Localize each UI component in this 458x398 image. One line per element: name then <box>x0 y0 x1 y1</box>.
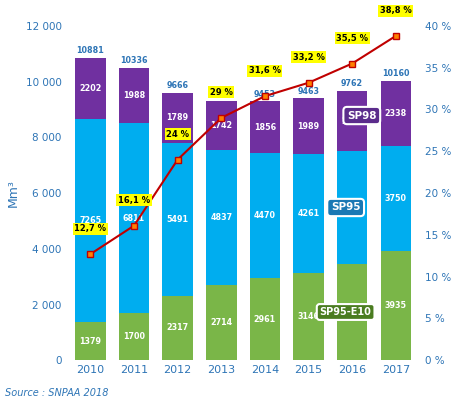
Text: 1789: 1789 <box>167 113 189 122</box>
Text: SP95-E10: SP95-E10 <box>320 307 371 317</box>
Text: 1988: 1988 <box>123 91 145 100</box>
Bar <box>337 264 367 360</box>
Text: 3465: 3465 <box>341 308 363 316</box>
Bar <box>381 251 411 360</box>
Text: 16,1 %: 16,1 % <box>118 196 150 205</box>
Y-axis label: Mm³: Mm³ <box>7 179 20 207</box>
Bar <box>119 313 149 360</box>
Bar <box>206 150 236 285</box>
Text: 4036: 4036 <box>341 203 363 212</box>
Bar <box>119 68 149 123</box>
Text: 7265: 7265 <box>79 216 101 225</box>
Bar <box>381 146 411 251</box>
Text: 10160: 10160 <box>382 69 409 78</box>
Text: 4470: 4470 <box>254 211 276 220</box>
Bar <box>163 93 193 143</box>
Text: 9762: 9762 <box>341 79 363 88</box>
Text: 33,2 %: 33,2 % <box>293 53 324 62</box>
Bar <box>293 98 324 154</box>
Text: 9666: 9666 <box>167 81 189 90</box>
Text: 2165: 2165 <box>341 117 363 126</box>
Text: 3146: 3146 <box>298 312 320 321</box>
Text: 2714: 2714 <box>210 318 232 327</box>
Text: 2961: 2961 <box>254 314 276 324</box>
Text: 24 %: 24 % <box>166 130 189 139</box>
Text: 3935: 3935 <box>385 301 407 310</box>
Bar <box>250 153 280 278</box>
Text: SP98: SP98 <box>347 111 376 121</box>
Text: 1379: 1379 <box>79 337 101 345</box>
Bar <box>206 101 236 150</box>
Text: 1856: 1856 <box>254 123 276 132</box>
Text: 29 %: 29 % <box>210 88 233 97</box>
Text: 5491: 5491 <box>167 215 189 224</box>
Text: 31,6 %: 31,6 % <box>249 66 281 75</box>
Text: Source : SNPAA 2018: Source : SNPAA 2018 <box>5 388 108 398</box>
Bar <box>119 123 149 313</box>
Bar <box>337 151 367 264</box>
Text: SP95: SP95 <box>331 203 360 213</box>
Text: 9453: 9453 <box>254 90 276 99</box>
Text: 38,8 %: 38,8 % <box>380 6 412 15</box>
Bar <box>293 154 324 273</box>
Text: 2338: 2338 <box>385 109 407 118</box>
Text: 35,5 %: 35,5 % <box>336 33 368 43</box>
Text: 4837: 4837 <box>210 213 232 222</box>
Text: 1700: 1700 <box>123 332 145 341</box>
Bar <box>75 322 106 360</box>
Bar <box>75 119 106 322</box>
Bar <box>337 91 367 151</box>
Bar <box>293 273 324 360</box>
Bar <box>250 101 280 153</box>
Text: 2317: 2317 <box>167 324 189 332</box>
Text: 1989: 1989 <box>298 122 320 131</box>
Bar <box>163 296 193 360</box>
Text: 1742: 1742 <box>210 121 232 130</box>
Bar <box>381 81 411 146</box>
Text: 10881: 10881 <box>76 46 104 55</box>
Bar <box>163 143 193 296</box>
Text: 3750: 3750 <box>385 194 407 203</box>
Text: 6811: 6811 <box>123 213 145 222</box>
Bar <box>75 58 106 119</box>
Text: 2202: 2202 <box>79 84 102 93</box>
Bar <box>206 285 236 360</box>
Text: 10336: 10336 <box>120 56 148 65</box>
Text: 12,7 %: 12,7 % <box>74 224 106 233</box>
Text: 9367: 9367 <box>210 90 232 99</box>
Text: 9463: 9463 <box>298 87 320 96</box>
Bar <box>250 278 280 360</box>
Text: 4261: 4261 <box>298 209 320 218</box>
